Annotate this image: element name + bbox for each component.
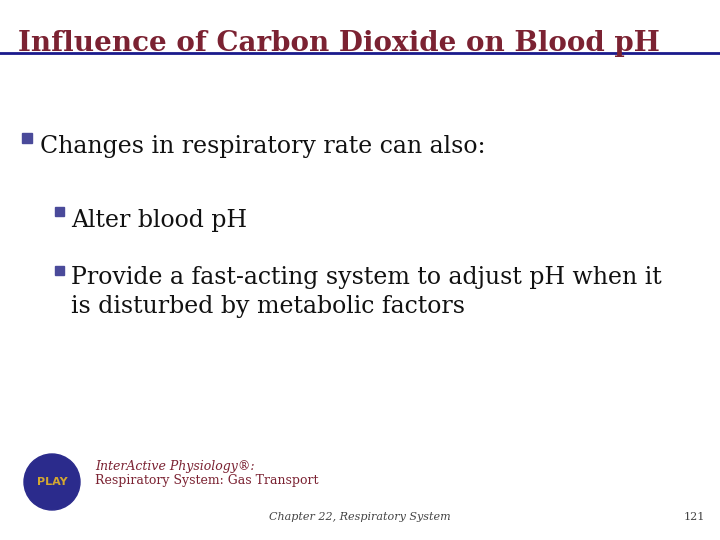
Text: PLAY: PLAY xyxy=(37,477,67,487)
Text: Provide a fast-acting system to adjust pH when it
is disturbed by metabolic fact: Provide a fast-acting system to adjust p… xyxy=(71,266,662,318)
Bar xyxy=(55,266,64,275)
Bar xyxy=(55,207,64,216)
Bar xyxy=(22,133,32,143)
Text: Changes in respiratory rate can also:: Changes in respiratory rate can also: xyxy=(40,135,485,158)
Text: Respiratory System: Gas Transport: Respiratory System: Gas Transport xyxy=(95,474,318,487)
Text: Influence of Carbon Dioxide on Blood pH: Influence of Carbon Dioxide on Blood pH xyxy=(18,30,660,57)
Text: Chapter 22, Respiratory System: Chapter 22, Respiratory System xyxy=(269,512,451,522)
Text: Alter blood pH: Alter blood pH xyxy=(71,209,247,232)
Text: InterActive Physiology®:: InterActive Physiology®: xyxy=(95,460,255,473)
Text: 121: 121 xyxy=(683,512,705,522)
Circle shape xyxy=(24,454,80,510)
